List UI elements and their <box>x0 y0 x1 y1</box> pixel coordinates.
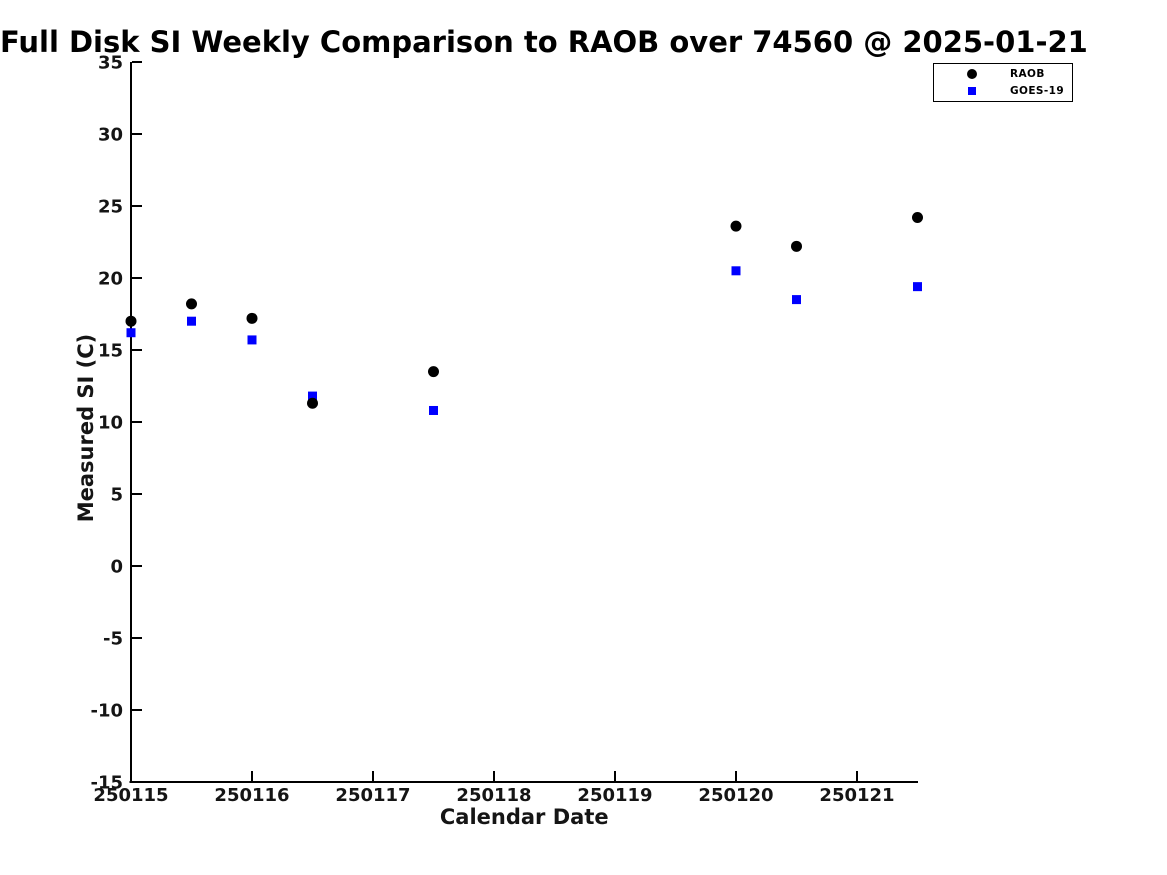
x-axis-title: Calendar Date <box>440 805 609 829</box>
raob-point <box>246 312 258 324</box>
goes-19-point <box>308 391 317 401</box>
chart-title: Full Disk SI Weekly Comparison to RAOB o… <box>0 25 1088 59</box>
y-tick-label: 25 <box>98 197 123 218</box>
raob-point <box>307 397 318 409</box>
raob-point <box>730 220 742 232</box>
goes-19-point <box>247 335 257 345</box>
y-tick-label: -10 <box>90 701 123 722</box>
legend-label-goes19: GOES-19 <box>1010 85 1065 97</box>
y-tick-label: 10 <box>98 413 123 434</box>
raob-point <box>428 366 439 378</box>
raob-point <box>912 212 923 224</box>
goes-19-point <box>913 282 922 292</box>
legend-item-raob: RAOB <box>934 67 1072 81</box>
legend: RAOB GOES-19 <box>933 63 1073 102</box>
y-tick-label: 30 <box>98 125 123 146</box>
raob-circle-marker-icon <box>967 69 977 79</box>
y-tick-label: 20 <box>98 269 123 290</box>
raob-point <box>125 315 137 327</box>
legend-marker-cell <box>934 87 1010 95</box>
y-tick-label: -5 <box>103 629 123 650</box>
x-tick-label: 250118 <box>456 785 531 806</box>
legend-item-goes19: GOES-19 <box>934 84 1072 98</box>
legend-marker-cell <box>934 69 1010 79</box>
goes-19-point <box>126 328 136 338</box>
y-tick-label: 15 <box>98 341 123 362</box>
goes-19-point <box>792 295 801 305</box>
raob-point <box>791 240 802 252</box>
goes-19-point <box>429 405 438 415</box>
x-tick-label: 250121 <box>819 785 894 806</box>
legend-label-raob: RAOB <box>1010 68 1045 80</box>
x-tick-label: 250117 <box>335 785 410 806</box>
y-tick-label: 5 <box>110 485 123 506</box>
goes-19-point <box>731 266 741 276</box>
goes19-square-marker-icon <box>968 87 976 95</box>
y-tick-label: 0 <box>110 557 123 578</box>
x-tick-label: 250120 <box>698 785 773 806</box>
y-tick-label: 35 <box>98 53 123 74</box>
x-tick-label: 250115 <box>93 785 168 806</box>
y-tick-label: -15 <box>90 773 123 794</box>
y-axis-title: Measured SI (C) <box>74 334 98 523</box>
goes-19-point <box>187 316 196 326</box>
raob-point <box>186 298 197 310</box>
x-tick-label: 250116 <box>214 785 289 806</box>
x-tick-label: 250119 <box>577 785 652 806</box>
